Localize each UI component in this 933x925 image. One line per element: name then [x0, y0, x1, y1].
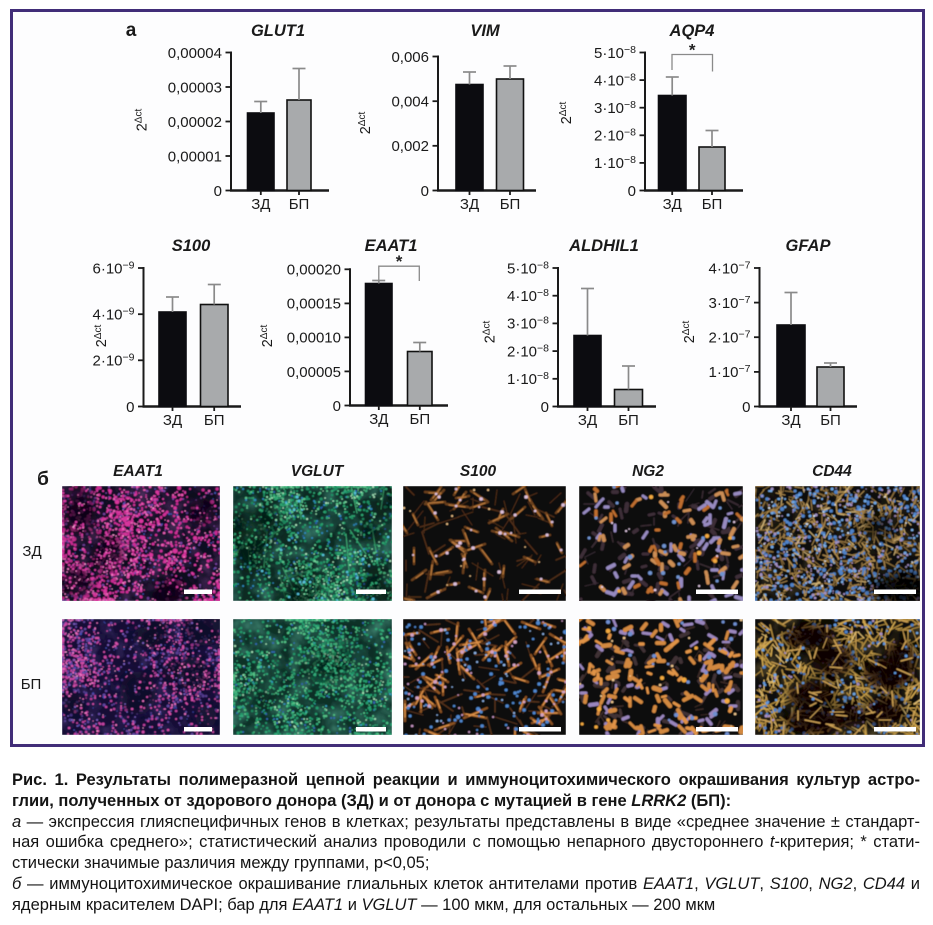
- svg-text:2·10−8: 2·10−8: [507, 342, 549, 360]
- svg-text:ЗД: ЗД: [22, 543, 41, 560]
- svg-text:EAAT1: EAAT1: [113, 463, 163, 480]
- svg-text:б: б: [37, 469, 49, 490]
- svg-text:4·10−8: 4·10−8: [594, 71, 636, 89]
- svg-text:0,00010: 0,00010: [287, 330, 341, 347]
- svg-text:5·10−8: 5·10−8: [594, 44, 636, 62]
- svg-text:0,006: 0,006: [391, 49, 429, 66]
- svg-text:БП: БП: [21, 676, 42, 693]
- svg-text:2Δct: 2Δct: [681, 321, 698, 344]
- svg-text:GLUT1: GLUT1: [251, 22, 305, 40]
- svg-text:ALDHIL1: ALDHIL1: [568, 237, 639, 255]
- svg-text:4·10−7: 4·10−7: [708, 259, 750, 277]
- svg-text:2·10−9: 2·10−9: [92, 352, 134, 370]
- svg-text:ЗД: ЗД: [663, 196, 682, 213]
- svg-text:1·10−8: 1·10−8: [507, 370, 549, 388]
- svg-text:3·10−8: 3·10−8: [594, 99, 636, 117]
- svg-text:0: 0: [421, 183, 429, 200]
- svg-text:0,00002: 0,00002: [168, 114, 222, 131]
- svg-text:*: *: [396, 252, 403, 271]
- svg-text:ЗД: ЗД: [460, 196, 479, 213]
- svg-text:2Δct: 2Δct: [357, 112, 374, 135]
- svg-text:S100: S100: [172, 237, 211, 255]
- svg-text:1·10−7: 1·10−7: [708, 363, 750, 381]
- svg-text:S100: S100: [460, 463, 497, 480]
- svg-text:ЗД: ЗД: [781, 412, 800, 429]
- svg-text:0: 0: [126, 399, 134, 416]
- svg-text:6·10−9: 6·10−9: [92, 259, 134, 277]
- svg-text:0: 0: [541, 399, 549, 416]
- svg-text:2Δct: 2Δct: [482, 321, 499, 344]
- svg-text:ЗД: ЗД: [578, 412, 597, 429]
- svg-text:БП: БП: [204, 412, 225, 429]
- svg-text:4·10−9: 4·10−9: [92, 306, 134, 324]
- svg-text:0,00020: 0,00020: [287, 262, 341, 279]
- svg-text:БП: БП: [500, 196, 521, 213]
- svg-text:БП: БП: [618, 412, 639, 429]
- svg-text:ЗД: ЗД: [251, 196, 270, 213]
- svg-text:2Δct: 2Δct: [558, 102, 575, 125]
- svg-text:а: а: [126, 20, 137, 41]
- svg-text:0: 0: [628, 183, 636, 200]
- svg-text:AQP4: AQP4: [669, 22, 715, 40]
- svg-text:БП: БП: [820, 412, 841, 429]
- svg-text:0,00003: 0,00003: [168, 79, 222, 96]
- svg-text:GFAP: GFAP: [786, 237, 832, 255]
- svg-text:БП: БП: [289, 196, 310, 213]
- svg-text:0,00015: 0,00015: [287, 296, 341, 313]
- svg-text:VIM: VIM: [470, 22, 501, 40]
- svg-text:2·10−8: 2·10−8: [594, 127, 636, 145]
- svg-text:БП: БП: [409, 411, 430, 428]
- svg-text:0,004: 0,004: [391, 94, 429, 111]
- svg-text:0: 0: [333, 398, 341, 415]
- svg-text:ЗД: ЗД: [163, 412, 182, 429]
- svg-text:3·10−8: 3·10−8: [507, 315, 549, 333]
- svg-text:0,00001: 0,00001: [168, 148, 222, 165]
- svg-text:0,00005: 0,00005: [287, 364, 341, 381]
- svg-text:3·10−7: 3·10−7: [708, 294, 750, 312]
- svg-text:БП: БП: [702, 196, 723, 213]
- svg-text:5·10−8: 5·10−8: [507, 259, 549, 277]
- svg-text:4·10−8: 4·10−8: [507, 287, 549, 305]
- svg-text:NG2: NG2: [632, 463, 664, 480]
- svg-text:0: 0: [742, 399, 750, 416]
- svg-text:0,002: 0,002: [391, 138, 429, 155]
- svg-text:ЗД: ЗД: [369, 411, 388, 428]
- svg-text:0: 0: [214, 183, 222, 200]
- svg-text:VGLUT: VGLUT: [291, 463, 345, 480]
- svg-text:2Δct: 2Δct: [134, 109, 151, 132]
- svg-text:0,00004: 0,00004: [168, 45, 222, 62]
- svg-text:1·10−8: 1·10−8: [594, 154, 636, 172]
- svg-text:2Δct: 2Δct: [259, 325, 276, 348]
- svg-text:2·10−7: 2·10−7: [708, 329, 750, 347]
- svg-text:CD44: CD44: [812, 463, 852, 480]
- svg-text:*: *: [689, 41, 696, 60]
- svg-text:EAAT1: EAAT1: [365, 237, 418, 255]
- svg-text:2Δct: 2Δct: [93, 325, 110, 348]
